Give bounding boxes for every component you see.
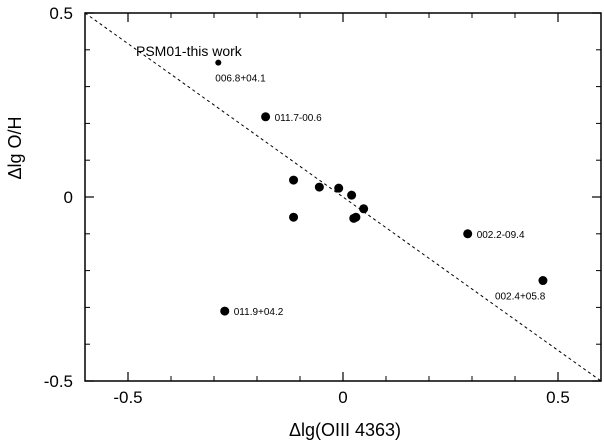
data-point-label: 002.2-09.4 xyxy=(477,230,525,241)
x-tick-label: -0.5 xyxy=(113,388,142,407)
x-axis-label: Δlg(OIII 4363) xyxy=(289,420,401,440)
data-point xyxy=(314,182,324,192)
data-point xyxy=(215,59,222,66)
labels: Δlg(OIII 4363) Δlg O/H PSM01-this work xyxy=(5,43,401,440)
data-point xyxy=(359,204,369,214)
data-point xyxy=(289,212,299,222)
y-tick-label: 0 xyxy=(64,188,73,207)
ticks: -0.5 0 0.5 -0.5 0 0.5 xyxy=(44,4,601,407)
y-tick-label: -0.5 xyxy=(44,372,73,391)
x-tick-label: 0 xyxy=(338,388,347,407)
y-axis-label: Δlg O/H xyxy=(5,116,25,179)
annotation-label: PSM01-this work xyxy=(136,43,243,59)
data-point-label: 002.4+05.8 xyxy=(495,292,546,303)
data-point xyxy=(463,229,473,239)
data-point xyxy=(261,112,271,122)
points: 006.8+04.1 011.7-00.6 002.2-09.4 002.4+05.8… xyxy=(215,59,548,318)
data-point xyxy=(347,190,357,200)
reference-line-layer xyxy=(84,12,602,382)
x-tick-label: 0.5 xyxy=(546,388,570,407)
data-point xyxy=(220,306,230,316)
data-point xyxy=(334,183,344,193)
data-point xyxy=(538,276,548,286)
reference-line xyxy=(84,12,602,382)
data-point xyxy=(289,175,299,185)
data-point-label: 006.8+04.1 xyxy=(215,74,266,85)
data-point-label: 011.9+04.2 xyxy=(234,307,284,318)
data-point xyxy=(351,212,361,222)
y-tick-label: 0.5 xyxy=(49,4,73,23)
data-point-label: 011.7-00.6 xyxy=(275,113,323,124)
